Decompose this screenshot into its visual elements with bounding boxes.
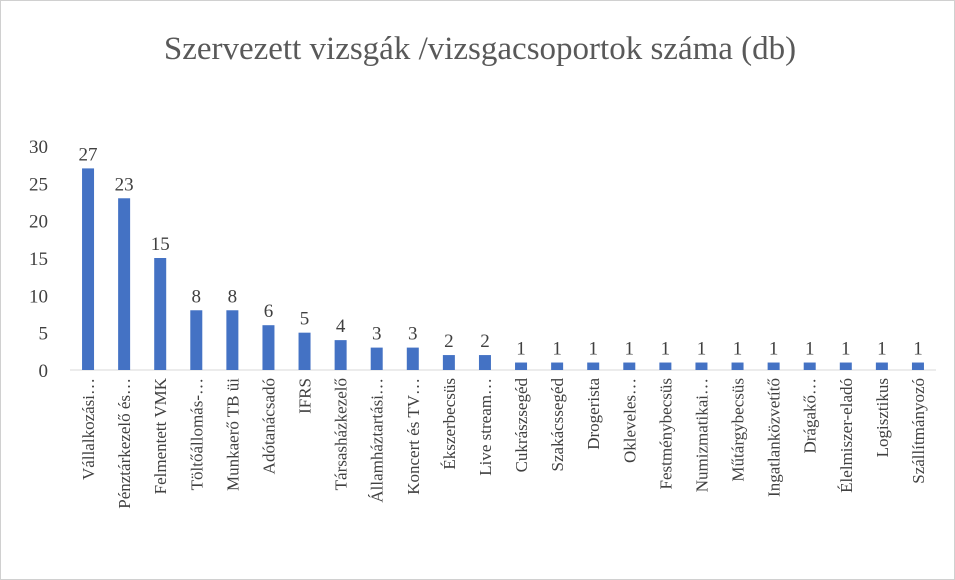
- data-label: 6: [264, 301, 274, 322]
- data-label: 5: [300, 309, 310, 330]
- x-tick-label: Numizmatikai…: [692, 378, 711, 492]
- bar: [82, 168, 95, 370]
- x-tick-label: Államháztartási…: [368, 378, 387, 503]
- bar: [370, 347, 383, 370]
- x-tick-label: Szakácssegéd: [548, 378, 567, 472]
- bar: [911, 362, 924, 370]
- bar: [587, 362, 600, 370]
- data-label: 1: [877, 339, 887, 360]
- data-label: 27: [79, 144, 98, 165]
- data-label: 8: [228, 286, 238, 307]
- y-tick-label: 30: [29, 137, 48, 158]
- bar: [659, 362, 672, 370]
- chart-title: Szervezett vizsgák /vizsgacsoportok szám…: [163, 31, 797, 67]
- bar: [731, 362, 744, 370]
- x-tick-label: Munkaerő TB üi: [223, 378, 242, 491]
- x-tick-label: Pénztárkezelő és…: [115, 378, 134, 509]
- bar: [839, 362, 852, 370]
- bar: [515, 362, 528, 370]
- bar: [695, 362, 708, 370]
- data-label: 1: [588, 339, 598, 360]
- x-tick-label: Ékszerbecsüs: [440, 378, 459, 470]
- y-tick-label: 0: [39, 361, 49, 382]
- bar: [190, 310, 203, 370]
- bar: [334, 340, 347, 370]
- y-tick-label: 20: [29, 212, 48, 233]
- y-tick-label: 5: [39, 324, 49, 345]
- data-label: 1: [552, 339, 562, 360]
- x-tick-label: Adótanácsadó: [259, 378, 278, 474]
- x-tick-label: Töltőállomás-…: [187, 378, 206, 490]
- data-label: 1: [625, 339, 635, 360]
- bar: [226, 310, 239, 370]
- bar: [154, 258, 167, 370]
- x-tick-label: Festménybecsüs: [656, 378, 675, 489]
- bar: [551, 362, 564, 370]
- bar: [262, 325, 275, 370]
- x-tick-label: Live stream…: [476, 378, 495, 476]
- data-label: 1: [697, 339, 707, 360]
- data-label: 1: [913, 339, 923, 360]
- data-label: 1: [516, 339, 526, 360]
- x-tick-label: Ingatlanközvetítő: [765, 378, 784, 497]
- data-label: 4: [336, 316, 346, 337]
- data-label: 1: [769, 339, 779, 360]
- data-label: 23: [115, 174, 134, 195]
- bar: [118, 198, 131, 370]
- data-label: 15: [151, 234, 170, 255]
- data-label: 3: [408, 324, 418, 345]
- data-label: 2: [480, 331, 490, 352]
- x-tick-label: IFRS: [296, 378, 315, 414]
- data-label: 3: [372, 324, 382, 345]
- data-label: 1: [733, 339, 743, 360]
- data-label: 1: [841, 339, 851, 360]
- bar: [803, 362, 816, 370]
- x-tick-label: Szállítmányozó: [909, 378, 928, 484]
- x-tick-label: Koncert és TV…: [404, 378, 423, 495]
- x-tick-label: Felmentett VMK: [151, 377, 170, 494]
- data-label: 1: [661, 339, 671, 360]
- x-tick-label: Társasházkezelő: [332, 378, 351, 490]
- x-tick-label: Műtárgybecsüs: [729, 378, 748, 482]
- bar: [875, 362, 888, 370]
- x-tick-label: Drágakő…: [801, 378, 820, 454]
- x-tick-label: Logisztikus: [873, 378, 892, 457]
- x-tick-label: Drogerista: [584, 378, 603, 450]
- bar: [478, 355, 491, 370]
- data-label: 1: [805, 339, 815, 360]
- bar: [623, 362, 636, 370]
- x-tick-label: Cukrászsegéd: [512, 378, 531, 473]
- bar: [767, 362, 780, 370]
- data-label: 2: [444, 331, 454, 352]
- bar: [442, 355, 455, 370]
- bar: [406, 347, 419, 370]
- bar: [298, 332, 311, 370]
- data-label: 8: [192, 286, 202, 307]
- x-tick-label: Vállalkozási…: [79, 378, 98, 480]
- y-tick-label: 10: [29, 286, 48, 307]
- x-tick-label: Élelmiszer-eladó: [837, 378, 856, 493]
- y-tick-label: 15: [29, 249, 48, 270]
- x-tick-label: Okleveles…: [620, 378, 639, 463]
- y-tick-label: 25: [29, 174, 48, 195]
